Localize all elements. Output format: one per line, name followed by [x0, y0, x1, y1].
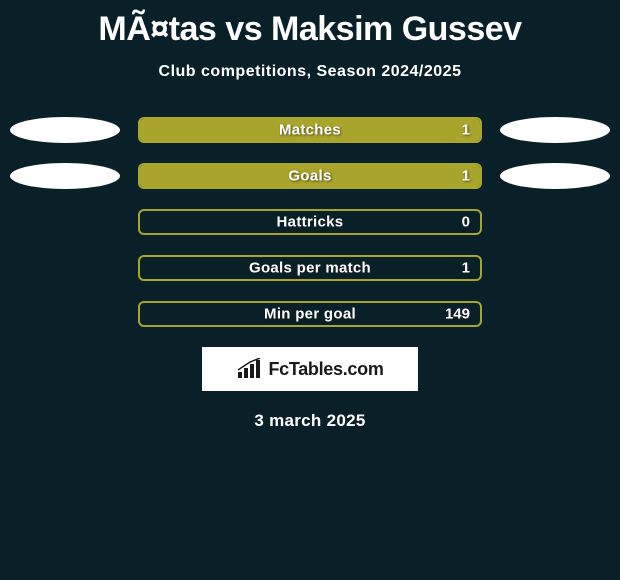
stat-row: Matches 1	[0, 117, 620, 143]
stat-bar-value: 0	[462, 214, 470, 231]
stat-row: Goals 1	[0, 163, 620, 189]
page-title: MÃ¤tas vs Maksim Gussev	[0, 0, 620, 49]
stat-bar-label: Goals	[288, 168, 331, 185]
stat-bar-label: Hattricks	[277, 214, 344, 231]
page-subtitle: Club competitions, Season 2024/2025	[0, 63, 620, 81]
player-left-ellipse	[10, 117, 120, 143]
left-placeholder	[10, 163, 120, 189]
stat-row: Min per goal 149	[0, 301, 620, 327]
stat-bar-label: Min per goal	[264, 306, 356, 323]
player-right-ellipse	[500, 163, 610, 189]
stat-row: Hattricks 0	[0, 209, 620, 235]
stat-bar-value: 1	[462, 260, 470, 277]
logo-box: FcTables.com	[202, 347, 418, 391]
date-label: 3 march 2025	[0, 411, 620, 431]
stat-bar-track: Goals per match 1	[138, 255, 482, 281]
stat-bar-track: Matches 1	[138, 117, 482, 143]
stat-bar-value: 149	[445, 306, 470, 323]
stat-bar-label: Matches	[279, 122, 341, 139]
player-right-ellipse	[500, 117, 610, 143]
stat-bar-value: 1	[462, 122, 470, 139]
stat-bar-track: Hattricks 0	[138, 209, 482, 235]
chart-icon	[236, 358, 262, 380]
stat-bar-track: Goals 1	[138, 163, 482, 189]
logo-text: FcTables.com	[268, 359, 383, 380]
player-left-ellipse	[10, 163, 120, 189]
right-placeholder	[500, 163, 610, 189]
left-placeholder	[10, 117, 120, 143]
stat-rows: Matches 1 Goals 1 Hattricks 0 Goals per match 1…	[0, 117, 620, 327]
stat-bar-value: 1	[462, 168, 470, 185]
right-placeholder	[500, 117, 610, 143]
stat-bar-label: Goals per match	[249, 260, 371, 277]
stat-bar-track: Min per goal 149	[138, 301, 482, 327]
stat-row: Goals per match 1	[0, 255, 620, 281]
